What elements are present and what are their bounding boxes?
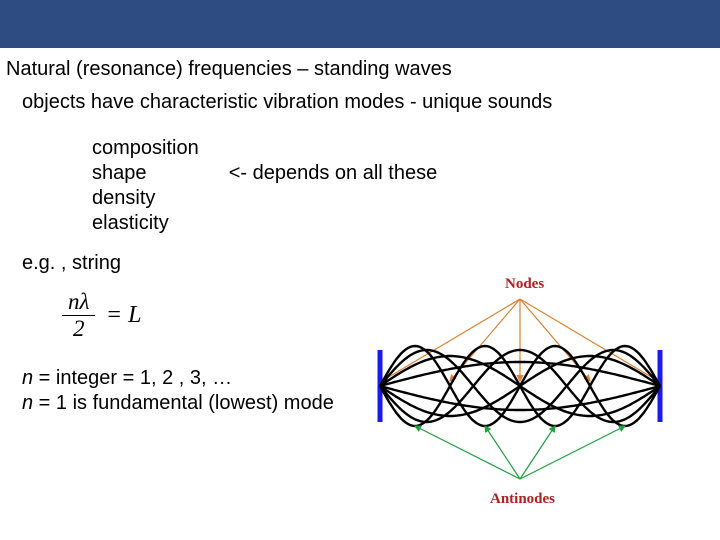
formula-denominator: 2 xyxy=(62,316,95,342)
bottom-n2: n xyxy=(22,392,33,414)
header-bar xyxy=(0,0,720,48)
subtitle: objects have characteristic vibration mo… xyxy=(22,91,698,114)
page-title: Natural (resonance) frequencies – standi… xyxy=(0,54,720,91)
standing-wave-diagram xyxy=(360,291,680,496)
bottom-n1: n xyxy=(22,367,33,389)
formula-rhs: = L xyxy=(100,302,142,328)
formula-numerator: nλ xyxy=(62,289,95,316)
factors-block: composition shape density elasticity <- … xyxy=(92,136,698,236)
content-area: objects have characteristic vibration mo… xyxy=(0,91,720,416)
factors-list: composition shape density elasticity xyxy=(92,136,199,236)
factor-item: composition xyxy=(92,136,199,161)
bottom-rest1: = integer = 1, 2 , 3, … xyxy=(33,367,232,389)
factors-note: <- depends on all these xyxy=(199,136,438,236)
wave-svg xyxy=(360,291,680,491)
bottom-rest2: = 1 is fundamental (lowest) mode xyxy=(33,392,334,414)
factor-item: density xyxy=(92,186,199,211)
factor-item: shape xyxy=(92,161,199,186)
example-label: e.g. , string xyxy=(22,252,698,275)
factor-item: elasticity xyxy=(92,211,199,236)
